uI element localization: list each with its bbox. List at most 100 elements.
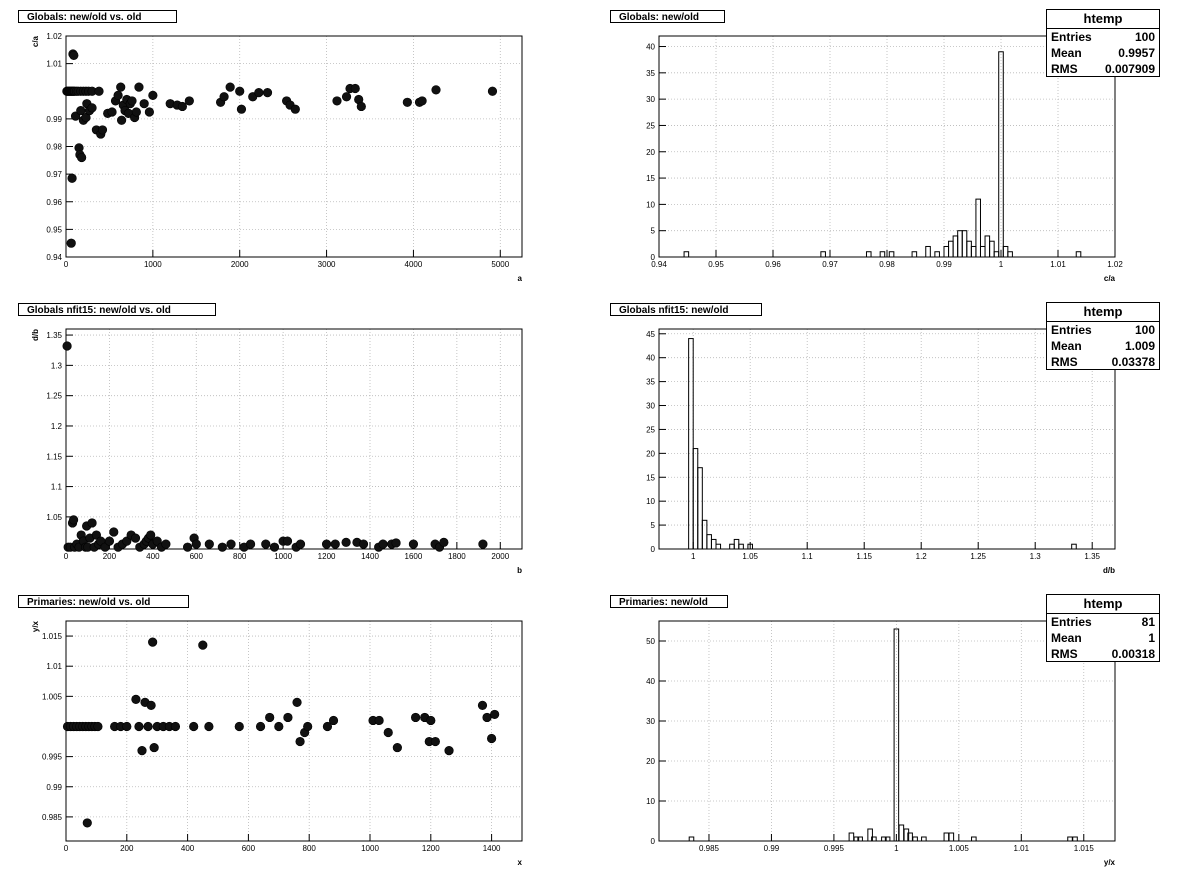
histogram-bin xyxy=(867,828,873,842)
y-tick-label: 1.1 xyxy=(51,483,63,492)
plot-frame xyxy=(65,620,523,842)
histogram-bin xyxy=(747,543,753,550)
stats-mean-label: Mean xyxy=(1051,46,1082,60)
y-tick-label: 0 xyxy=(651,253,656,262)
x-tick-label: 400 xyxy=(181,844,195,853)
stats-name: htemp xyxy=(1047,595,1159,614)
x-tick-label: 0 xyxy=(64,260,69,269)
data-point xyxy=(378,539,388,549)
stats-entries-value: 100 xyxy=(1134,323,1155,337)
plot-title: Primaries: new/old xyxy=(610,595,728,608)
plot-title: Primaries: new/old vs. old xyxy=(18,595,189,608)
data-point xyxy=(283,712,293,723)
stats-entries-label: Entries xyxy=(1051,30,1092,44)
y-tick-label: 50 xyxy=(646,637,655,646)
data-point xyxy=(204,721,214,732)
stats-mean-value: 1.009 xyxy=(1124,339,1155,353)
data-point xyxy=(144,107,154,117)
data-point xyxy=(68,515,79,525)
histogram-bin xyxy=(888,251,895,258)
data-point xyxy=(254,88,264,98)
y-axis-title: c/a xyxy=(31,35,40,47)
data-point xyxy=(392,742,402,753)
stats-rms-label: RMS xyxy=(1051,647,1078,661)
histogram-bin xyxy=(738,543,744,550)
y-tick-label: 30 xyxy=(646,717,655,726)
histogram-bin xyxy=(903,828,910,842)
x-tick-label: 1000 xyxy=(361,844,379,853)
data-point xyxy=(191,539,201,549)
x-tick-label: 1 xyxy=(999,260,1004,269)
y-tick-label: 15 xyxy=(646,174,655,183)
x-tick-label: 1.1 xyxy=(802,552,814,561)
x-tick-label: 0.96 xyxy=(765,260,781,269)
data-point xyxy=(245,539,256,549)
y-axis-title: y/x xyxy=(31,620,40,632)
histogram-bin xyxy=(692,448,699,550)
stats-rms-value: 0.03378 xyxy=(1111,355,1155,369)
y-tick-label: 20 xyxy=(646,449,655,458)
plot-title: Globals: new/old xyxy=(610,10,725,23)
data-point xyxy=(127,96,137,106)
x-tick-label: 0.95 xyxy=(708,260,724,269)
data-point xyxy=(358,539,369,549)
histogram-bin xyxy=(884,836,891,842)
y-tick-label: 1.15 xyxy=(46,452,62,461)
y-tick-label: 0.99 xyxy=(46,783,62,792)
data-point xyxy=(177,101,187,112)
histogram-bin xyxy=(921,836,927,842)
plot-svg: 0 200 400 600 800 1000 1200 1400 0.985 0.99 0.995 1… xyxy=(31,620,523,867)
data-point xyxy=(149,742,159,753)
y-tick-label: 25 xyxy=(646,121,655,130)
histogram-panel-globals-nfit15: 1 1.05 1.1 1.15 1.2 1.25 1.3 1.35 0 5 10 15 20 25 30 35… xyxy=(593,293,1183,585)
histogram-bin xyxy=(729,543,735,550)
histogram-bin xyxy=(925,245,931,258)
y-tick-label: 0 xyxy=(651,545,656,554)
data-point xyxy=(67,173,77,183)
plot-svg: 0 200 400 600 800 1000 1200 1400 1600 1800 2000 1.0… xyxy=(31,328,523,575)
data-point xyxy=(62,341,72,351)
y-tick-label: 0.95 xyxy=(46,225,62,234)
x-tick-label: 1.02 xyxy=(1107,260,1123,269)
plot-frame xyxy=(65,328,523,550)
stats-box: htemp Entries 81 Mean 1 RMS 0.00318 xyxy=(1046,594,1160,662)
stats-entries-row: Entries 100 xyxy=(1047,322,1159,338)
x-tick-label: 1.05 xyxy=(742,552,758,561)
data-point xyxy=(383,727,393,738)
data-point xyxy=(97,125,108,135)
stats-rms-value: 0.00318 xyxy=(1111,647,1155,661)
stats-entries-label: Entries xyxy=(1051,323,1092,337)
x-tick-label: 0 xyxy=(64,844,69,853)
y-tick-label: 5 xyxy=(651,227,656,236)
stats-mean-row: Mean 1 xyxy=(1047,630,1159,646)
data-point xyxy=(116,115,127,125)
data-point xyxy=(295,736,305,747)
histogram-bin xyxy=(865,251,872,258)
histogram-bin xyxy=(701,519,708,550)
x-tick-label: 4000 xyxy=(405,260,423,269)
histogram-bin xyxy=(898,824,905,842)
data-point xyxy=(87,518,97,528)
x-tick-label: 0.97 xyxy=(822,260,838,269)
x-tick-label: 0.985 xyxy=(699,844,720,853)
stats-mean-value: 0.9957 xyxy=(1118,46,1155,60)
data-point xyxy=(134,721,144,732)
x-tick-label: 1.25 xyxy=(970,552,986,561)
data-point xyxy=(82,818,92,828)
stats-rms-label: RMS xyxy=(1051,62,1078,76)
histogram-bin xyxy=(848,832,855,842)
histogram-bin xyxy=(966,240,972,258)
plot-title: Globals nfit15: new/old vs. old xyxy=(18,303,216,316)
data-point xyxy=(487,733,497,744)
histogram-bin xyxy=(683,251,690,258)
data-point xyxy=(113,90,123,100)
histogram-panel-primaries: 0.985 0.99 0.995 1 1.005 1.01 1.015 0 10 20 30 40 50… xyxy=(593,585,1183,877)
data-point xyxy=(328,715,339,726)
data-point xyxy=(490,709,500,720)
x-axis-title: y/x xyxy=(1104,858,1116,867)
data-point xyxy=(292,697,302,707)
data-point xyxy=(116,82,126,92)
data-point xyxy=(265,712,275,723)
x-tick-label: 3000 xyxy=(318,260,336,269)
data-point xyxy=(269,542,280,552)
